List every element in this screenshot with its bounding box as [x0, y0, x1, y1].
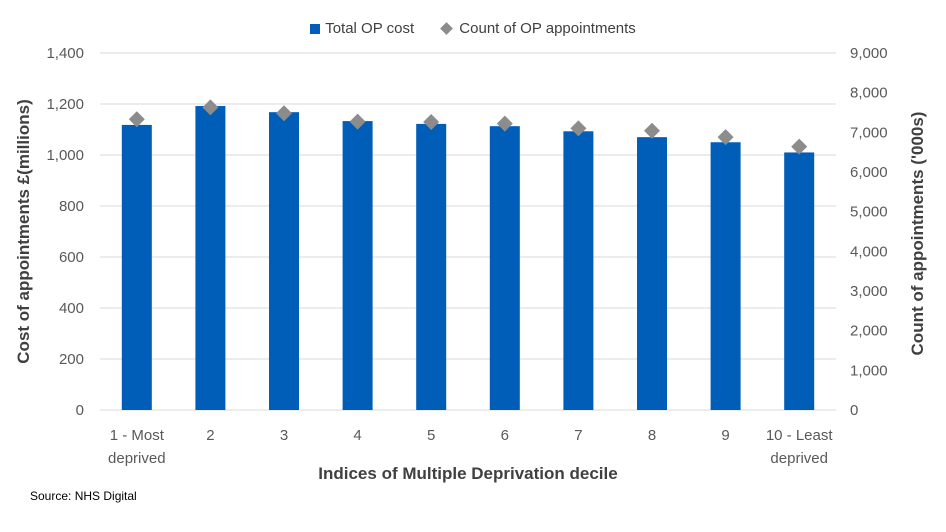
data-point-diamond [644, 122, 660, 139]
legend-item-count-op-appointments: Count of OP appointments [440, 19, 636, 37]
x-tick-label: 3 [280, 427, 288, 444]
bar [121, 124, 152, 410]
y-tick-label: 800 [59, 198, 84, 215]
y2-tick-label: 6,000 [850, 164, 888, 181]
x-tick-label: 7 [574, 427, 582, 444]
source-note: Source: NHS Digital [30, 489, 137, 503]
legend-item-total-op-cost: Total OP cost [310, 20, 414, 37]
y2-tick-label: 3,000 [850, 283, 888, 300]
bar [195, 106, 226, 410]
y-tick-label: 1,200 [46, 96, 84, 113]
data-point-diamond [570, 120, 587, 137]
y-tick-label: 0 [76, 402, 84, 419]
bar [489, 126, 520, 410]
x-tick-label: 9 [721, 427, 729, 444]
y2-tick-label: 9,000 [850, 45, 888, 62]
y2-axis-title: Count of appointments ('000s) [908, 112, 927, 356]
y-tick-label: 1,400 [46, 45, 84, 62]
y2-tick-label: 4,000 [850, 243, 888, 260]
bar [710, 142, 741, 410]
legend-label-count-op-appointments: Count of OP appointments [459, 19, 636, 37]
data-point-diamond [496, 115, 513, 132]
bar [416, 123, 447, 410]
x-tick-label: 10 - Least [766, 427, 834, 444]
y-tick-label: 400 [59, 300, 84, 317]
bar [637, 137, 667, 410]
x-tick-label: 2 [206, 427, 214, 444]
chart-legend: Total OP cost Count of OP appointments [0, 19, 946, 37]
y-tick-label: 200 [59, 351, 84, 368]
data-point-diamond [423, 114, 440, 131]
y-tick-label: 1,000 [46, 147, 84, 164]
data-point-diamond [349, 113, 366, 130]
data-point-diamond [717, 129, 734, 146]
y2-tick-label: 1,000 [850, 362, 888, 379]
y2-tick-label: 2,000 [850, 323, 888, 340]
data-point-diamond [276, 105, 292, 122]
bar [342, 121, 373, 411]
data-point-diamond [202, 99, 219, 116]
x-axis-title: Indices of Multiple Deprivation decile [318, 464, 617, 483]
x-tick-label: deprived [108, 450, 166, 467]
bar [784, 152, 815, 410]
x-tick-label: 4 [353, 427, 361, 444]
y2-tick-label: 0 [850, 402, 858, 419]
x-tick-label: 1 - Most [110, 427, 165, 444]
data-point-diamond [128, 111, 145, 128]
x-tick-label: deprived [770, 450, 828, 467]
y-tick-label: 600 [59, 249, 84, 266]
x-tick-label: 6 [501, 427, 509, 444]
bar [269, 112, 299, 410]
y-axis-title: Cost of appointments £(millions) [14, 99, 33, 363]
data-point-diamond [791, 138, 808, 155]
y2-tick-label: 7,000 [850, 124, 888, 141]
y2-tick-label: 8,000 [850, 85, 888, 102]
y2-tick-label: 5,000 [850, 204, 888, 221]
x-tick-label: 5 [427, 427, 435, 444]
bar [563, 131, 594, 410]
x-tick-label: 8 [648, 427, 656, 444]
bar-swatch-icon [310, 23, 321, 34]
legend-label-total-op-cost: Total OP cost [325, 19, 415, 37]
